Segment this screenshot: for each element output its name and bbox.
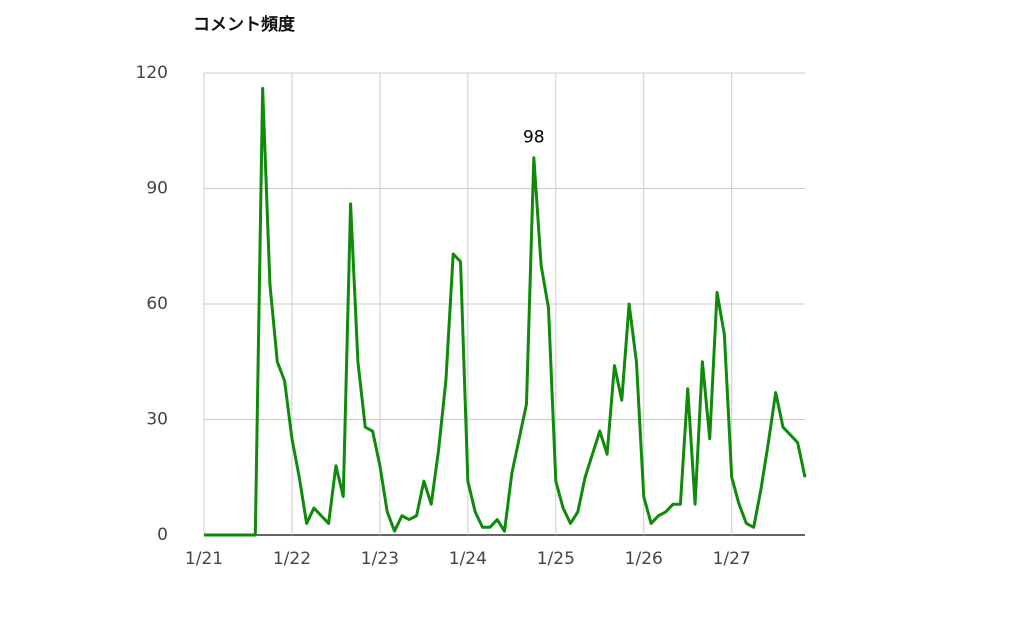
y-tick-label: 90 bbox=[146, 179, 168, 199]
data-label: 98 bbox=[523, 128, 545, 148]
x-tick-label: 1/24 bbox=[449, 549, 487, 569]
x-tick-label: 1/22 bbox=[273, 549, 311, 569]
chart-title: コメント頻度 bbox=[193, 14, 296, 35]
line bbox=[204, 86, 807, 537]
x-tick-label: 1/25 bbox=[537, 549, 575, 569]
x-tick-label: 1/27 bbox=[713, 549, 751, 569]
y-tick-label: 60 bbox=[146, 294, 168, 314]
x-tick-label: 1/21 bbox=[185, 549, 223, 569]
y-tick-label: 0 bbox=[157, 525, 168, 545]
x-tick-label: 1/26 bbox=[625, 549, 663, 569]
x-tick-label: 1/23 bbox=[361, 549, 399, 569]
y-tick-label: 120 bbox=[136, 63, 168, 83]
y-tick-label: 30 bbox=[146, 410, 168, 430]
